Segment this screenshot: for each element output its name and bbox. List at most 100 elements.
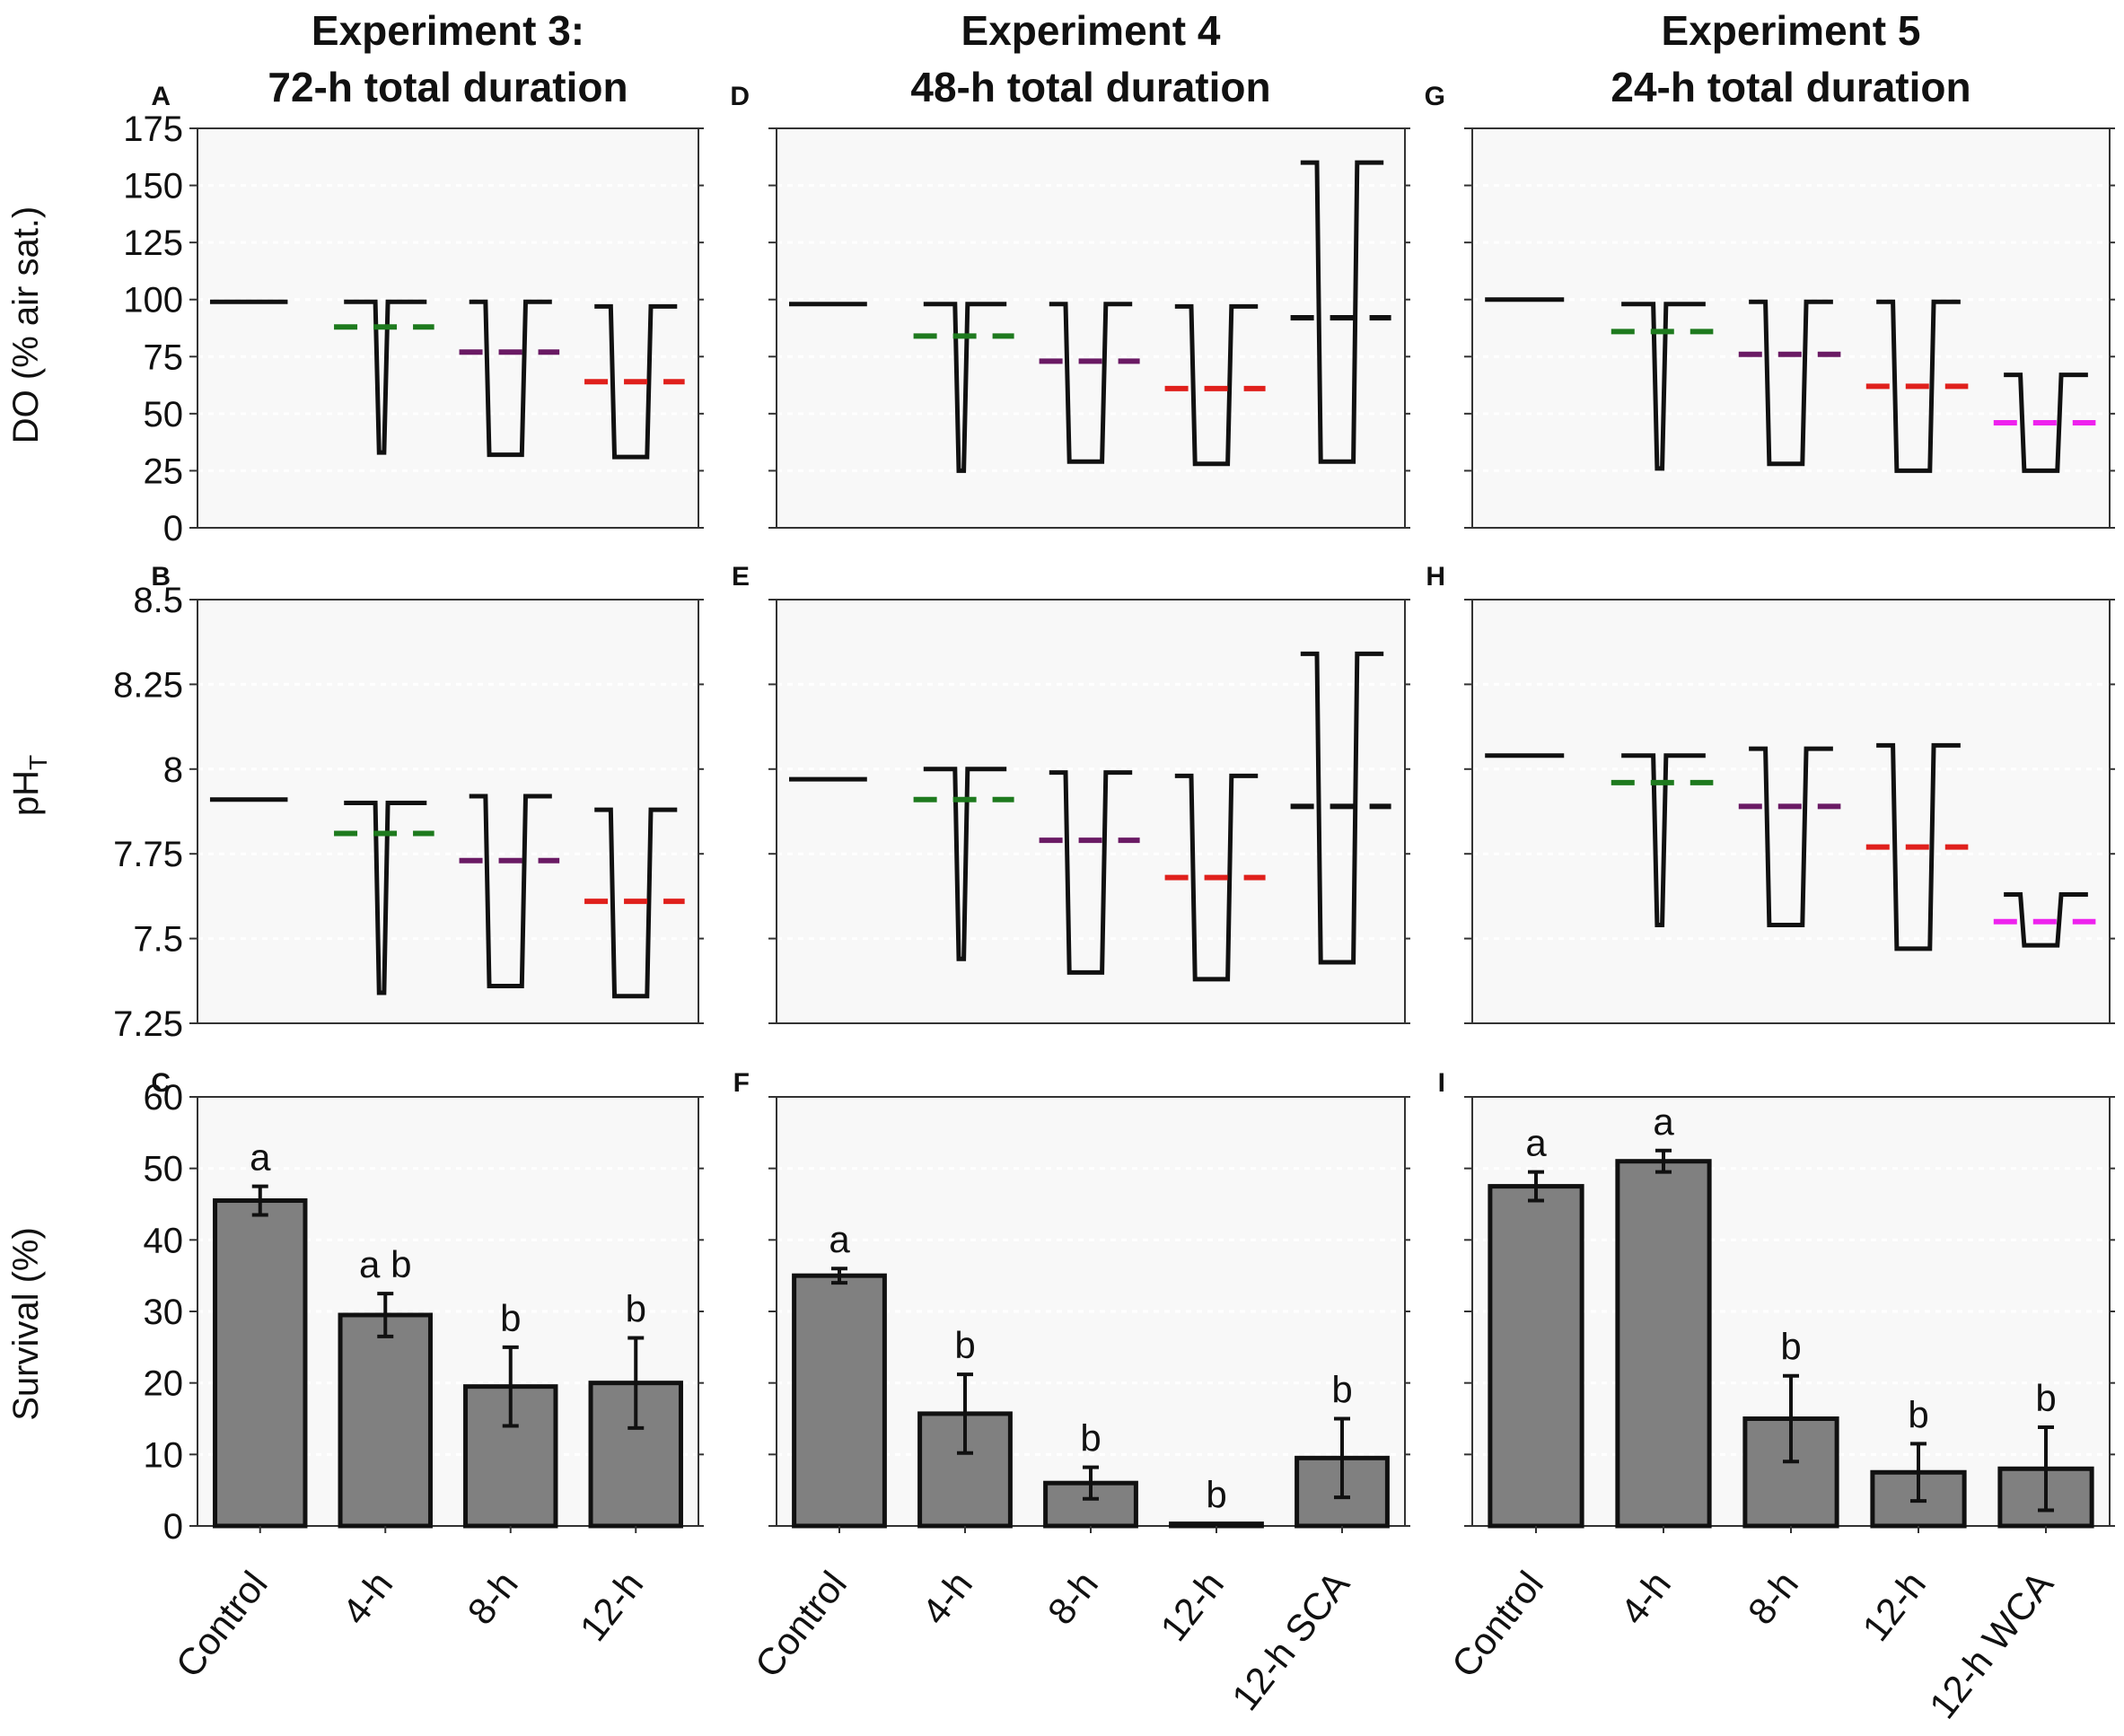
significance-letter: b (1780, 1326, 1801, 1368)
fluctuation-trace (1621, 753, 1706, 927)
series-4-h (913, 767, 1014, 961)
ylabel-survival: Survival (%) (6, 1227, 46, 1421)
ylabel-do: DO (% air sat.) (6, 206, 46, 443)
panel-label: B (151, 562, 171, 592)
series-12-h (1164, 773, 1266, 982)
row-ylabel-survival: Survival (%) (6, 1227, 46, 1421)
panel-i: Ia Control a 4-h b 8-h b 12-h b 12-h WCA (1438, 1068, 2115, 1726)
y-tick-label: 75 (144, 338, 184, 377)
column-5: Experiment 5 24-h total duration G H Ia Contr… (1425, 7, 2115, 1726)
row-ylabel-ph: pHT (6, 755, 52, 816)
significance-letter: b (1908, 1393, 1928, 1435)
x-tick-label: 4-h (334, 1564, 400, 1633)
series-8-h (459, 793, 560, 988)
fluctuation-trace (1049, 302, 1133, 464)
x-tick-label: Control (747, 1564, 855, 1686)
fluctuation-trace (1300, 160, 1384, 464)
column-title-line1: Experiment 3: (312, 7, 584, 54)
x-tick-label: 12-h (572, 1564, 652, 1649)
x-tick-label: 12-h WCA (1921, 1564, 2061, 1727)
significance-letter: b (626, 1287, 646, 1329)
fluctuation-trace (1749, 746, 1833, 927)
x-tick-label: 4-h (1612, 1564, 1679, 1633)
bar-group-control: a Control (747, 1218, 887, 1686)
significance-letter: b (954, 1324, 975, 1366)
panel-label: C (151, 1068, 171, 1098)
series-4-h (913, 302, 1014, 473)
fluctuation-trace (1749, 299, 1833, 467)
y-tick-label: 10 (144, 1435, 184, 1475)
fluctuation-trace (1621, 302, 1706, 471)
plot-frame (1471, 599, 2111, 1024)
series-8-h (1039, 302, 1140, 464)
x-tick-label: 8-h (459, 1564, 525, 1633)
column-title-line1: Experiment 5 (1662, 7, 1921, 54)
panel-h: H (1426, 562, 2115, 1024)
bar (213, 1198, 308, 1529)
significance-letter: b (1331, 1369, 1352, 1411)
series-12-h (584, 807, 685, 999)
plot-area (777, 128, 1405, 528)
y-tick-label: 0 (163, 509, 183, 548)
panel-label: D (730, 82, 750, 111)
panel-label: E (732, 562, 750, 592)
series-8-h (1738, 299, 1841, 467)
series-8-h (1039, 770, 1140, 975)
y-tick-label: 8.25 (113, 665, 183, 705)
y-tick-label: 7.75 (113, 835, 183, 874)
bar (1169, 1521, 1264, 1529)
series-12-h-wca (1993, 892, 2096, 948)
fluctuation-trace (1876, 299, 1961, 473)
significance-letter: a (1525, 1122, 1547, 1164)
plot-frame (776, 127, 1406, 529)
x-tick-label: Control (1444, 1564, 1551, 1686)
row-ylabel-do: DO (% air sat.) (6, 206, 46, 443)
panel-label: G (1425, 82, 1445, 111)
panel-g: G (1425, 82, 2115, 529)
y-tick-label: 40 (144, 1221, 184, 1260)
column-title-line1: Experiment 4 (961, 7, 1221, 54)
series-4-h (1611, 302, 1714, 471)
plot-area (197, 128, 698, 528)
fluctuation-trace (2004, 892, 2088, 948)
y-tick-label: 8 (163, 750, 183, 790)
plot-area (1472, 128, 2110, 528)
y-tick-label: 20 (144, 1364, 184, 1404)
fluctuation-trace (594, 303, 678, 460)
bar-group-12-h: b 12-h (572, 1287, 683, 1649)
x-tick-label: 8-h (1740, 1564, 1806, 1633)
y-tick-label: 60 (144, 1078, 184, 1118)
panel-label: F (733, 1068, 750, 1098)
column-3: Experiment 3: 72-h total duration 0 25 50 75 1… (113, 7, 704, 1685)
y-tick-label: 25 (144, 452, 184, 491)
y-tick-label: 100 (123, 281, 183, 320)
ylabel-ph-main: pH (6, 770, 46, 816)
x-tick-label: 12-h SCA (1224, 1564, 1357, 1718)
series-12-h (1164, 303, 1266, 467)
panel-b: 7.25 7.5 7.75 8 8.25 8.5B (113, 562, 704, 1044)
column-4: Experiment 4 48-h total duration D E Fa Contr… (730, 7, 1410, 1718)
significance-letter: a b (359, 1243, 411, 1285)
fluctuation-trace (1300, 651, 1384, 965)
y-tick-label: 50 (144, 395, 184, 434)
series-12-h-sca (1290, 160, 1391, 464)
bar-group-control: a Control (167, 1136, 308, 1686)
significance-letter: b (500, 1297, 521, 1339)
plot-area (1472, 600, 2110, 1023)
series-12-h (1865, 299, 1969, 473)
plot-area (197, 600, 698, 1023)
plot-frame (776, 599, 1406, 1024)
panel-d: D (730, 82, 1410, 529)
series-12-h-sca (1290, 651, 1391, 965)
y-tick-label: 150 (123, 167, 183, 206)
y-tick-label: 8.5 (133, 581, 183, 620)
fluctuation-trace (1049, 770, 1133, 975)
fluctuation-trace (469, 299, 552, 458)
y-tick-label: 50 (144, 1150, 184, 1189)
x-tick-label: Control (167, 1564, 275, 1686)
fluctuation-trace (1174, 773, 1259, 982)
y-tick-label: 125 (123, 224, 183, 263)
fluctuation-trace (344, 299, 427, 455)
fluctuation-trace (469, 793, 552, 988)
